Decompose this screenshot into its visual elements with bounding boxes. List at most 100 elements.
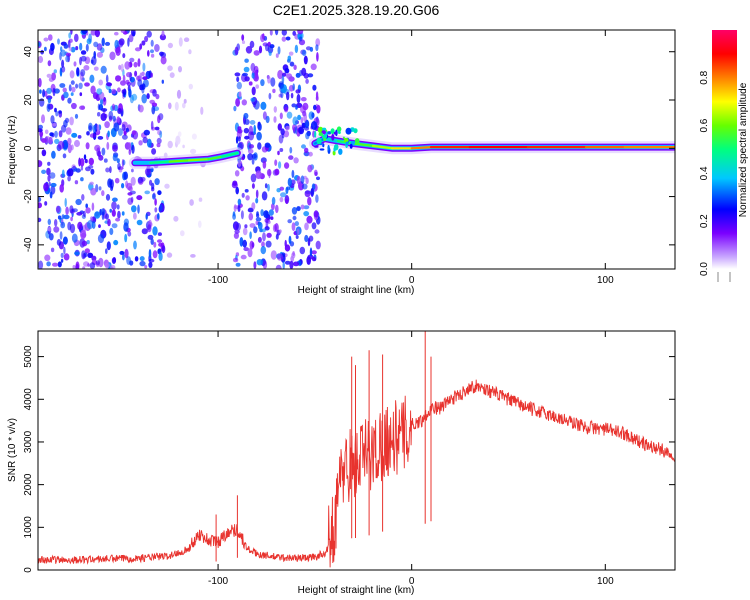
noise-blob bbox=[110, 179, 114, 189]
noise-blob bbox=[80, 229, 87, 240]
noise-blob bbox=[106, 141, 110, 150]
signal-segment bbox=[323, 137, 340, 143]
noise-blob bbox=[106, 241, 111, 251]
noise-blob bbox=[235, 186, 239, 195]
noise-blob bbox=[51, 150, 56, 159]
noise-blob bbox=[136, 195, 143, 201]
noise-blob bbox=[248, 81, 253, 86]
noise-blob bbox=[117, 162, 121, 170]
noise-blob bbox=[38, 217, 42, 223]
noise-blob bbox=[255, 170, 262, 179]
noise-blob bbox=[53, 69, 57, 74]
noise-blob bbox=[292, 83, 296, 91]
noise-blob bbox=[100, 98, 104, 106]
noise-blob bbox=[68, 84, 72, 92]
noise-blob bbox=[60, 258, 64, 263]
signal-segment bbox=[410, 146, 433, 150]
noise-blob bbox=[112, 103, 115, 111]
noise-blob bbox=[46, 261, 51, 267]
noise-blob bbox=[131, 168, 134, 173]
noise-blob bbox=[60, 221, 66, 229]
noise-blob bbox=[261, 191, 268, 201]
noise-blob bbox=[146, 93, 150, 100]
noise-blob bbox=[257, 122, 262, 131]
noise-blob bbox=[157, 232, 162, 237]
noise-blob bbox=[287, 55, 292, 61]
noise-blob bbox=[255, 84, 259, 89]
noise-blob bbox=[271, 196, 276, 205]
signal-track bbox=[128, 126, 675, 169]
noise-blob bbox=[109, 51, 116, 61]
noise-blob bbox=[291, 169, 295, 179]
noise-blob bbox=[141, 93, 147, 104]
noise-blob bbox=[109, 166, 112, 174]
noise-blob bbox=[288, 155, 294, 160]
noise-blob bbox=[88, 157, 95, 166]
noise-blob bbox=[307, 196, 312, 206]
noise-blob bbox=[124, 233, 128, 243]
noise-blob bbox=[100, 65, 107, 74]
noise-blob bbox=[117, 128, 123, 136]
noise-blob bbox=[91, 255, 97, 261]
noise-blob bbox=[264, 142, 271, 148]
noise-blob bbox=[310, 121, 318, 130]
noise-blob bbox=[277, 46, 281, 55]
noise-blob bbox=[272, 88, 276, 94]
noise-blob bbox=[314, 171, 318, 176]
noise-blob bbox=[98, 257, 104, 268]
spectrogram-frame bbox=[37, 29, 676, 270]
noise-blob bbox=[315, 194, 319, 203]
noise-blob bbox=[38, 77, 42, 88]
noise-blob bbox=[273, 106, 277, 113]
noise-blob bbox=[310, 63, 317, 71]
noise-blob bbox=[267, 76, 271, 84]
noise-blob bbox=[96, 51, 103, 58]
noise-blob bbox=[255, 189, 259, 199]
noise-blob bbox=[161, 30, 165, 37]
noise-blob bbox=[98, 79, 103, 86]
noise-blob bbox=[300, 97, 307, 102]
noise-blob bbox=[63, 43, 69, 49]
spectrogram-marks bbox=[38, 30, 675, 269]
noise-blob bbox=[188, 49, 192, 55]
noise-region-2 bbox=[231, 30, 321, 269]
noise-blob bbox=[307, 164, 313, 173]
noise-blob bbox=[251, 202, 256, 211]
noise-blob bbox=[115, 217, 121, 222]
signal-blob bbox=[338, 148, 343, 155]
noise-blob bbox=[311, 250, 317, 255]
noise-blob bbox=[316, 176, 320, 181]
noise-blob bbox=[79, 42, 83, 51]
noise-blob bbox=[235, 98, 241, 107]
noise-blob bbox=[84, 158, 88, 164]
noise-blob bbox=[54, 130, 58, 138]
noise-blob bbox=[100, 113, 107, 121]
noise-blob bbox=[112, 115, 116, 122]
noise-blob bbox=[75, 46, 79, 51]
noise-blob bbox=[146, 30, 152, 38]
noise-blob bbox=[166, 252, 173, 258]
noise-blob bbox=[58, 130, 63, 138]
noise-blob bbox=[277, 150, 280, 156]
noise-blob bbox=[253, 50, 260, 56]
noise-blob bbox=[39, 98, 45, 107]
noise-blob bbox=[52, 87, 56, 97]
noise-blob bbox=[237, 129, 243, 134]
noise-blob bbox=[124, 61, 131, 70]
noise-blob bbox=[304, 234, 309, 243]
noise-blob bbox=[101, 190, 105, 197]
signal-blob bbox=[314, 130, 317, 138]
noise-blob bbox=[294, 126, 298, 135]
noise-blob bbox=[234, 72, 241, 77]
noise-blob bbox=[71, 102, 77, 110]
noise-blob bbox=[41, 138, 47, 143]
noise-blob bbox=[111, 209, 116, 217]
noise-blob bbox=[104, 262, 110, 269]
noise-blob bbox=[295, 72, 301, 78]
noise-blob bbox=[174, 101, 179, 111]
noise-blob bbox=[78, 157, 81, 167]
noise-blob bbox=[76, 67, 80, 77]
noise-blob bbox=[311, 257, 317, 262]
noise-blob bbox=[262, 111, 267, 120]
noise-blob bbox=[155, 93, 160, 100]
